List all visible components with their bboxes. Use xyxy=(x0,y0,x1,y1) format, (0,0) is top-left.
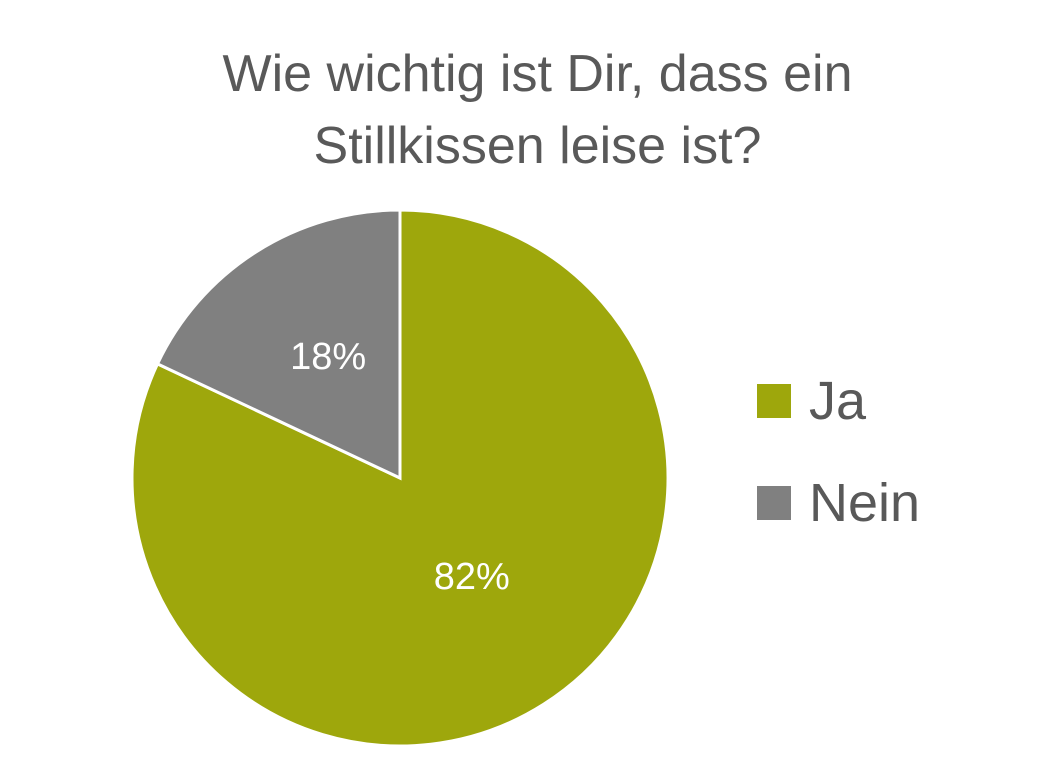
legend-label-nein: Nein xyxy=(809,473,921,533)
data-label-nein: 18% xyxy=(290,336,366,378)
data-label-ja: 82% xyxy=(434,556,510,598)
chart-title: Wie wichtig ist Dir, dass ein Stillkisse… xyxy=(0,38,1039,182)
legend-item-nein: Nein xyxy=(757,472,920,534)
legend-label-ja: Ja xyxy=(809,371,867,431)
pie-slice-nein xyxy=(155,208,402,481)
title-line-1: Wie wichtig ist Dir, dass ein xyxy=(222,45,853,103)
legend-item-ja: Ja xyxy=(757,370,866,432)
title-line-2: Stillkissen leise ist? xyxy=(313,117,762,175)
legend-swatch-nein xyxy=(757,486,791,520)
legend-swatch-ja xyxy=(757,384,791,418)
